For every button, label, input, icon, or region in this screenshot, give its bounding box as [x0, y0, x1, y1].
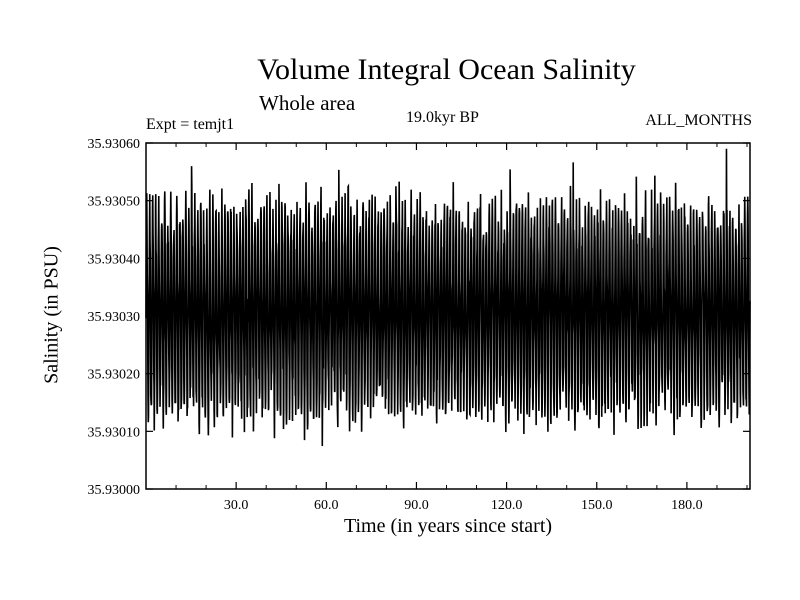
x-tick-label: 180.0: [671, 498, 703, 513]
x-axis-label: Time (in years since start): [343, 515, 553, 537]
data-layer: [145, 148, 751, 447]
y-tick-label: 35.93030: [88, 310, 141, 325]
y-tick-label: 35.93050: [88, 195, 141, 210]
x-tick-label: 90.0: [404, 498, 429, 513]
chart-title: Volume Integral Ocean Salinity: [257, 53, 636, 86]
chart-subtitle: Whole area: [259, 91, 356, 115]
y-tick-label: 35.93010: [88, 425, 141, 440]
x-tick-label: 30.0: [224, 498, 249, 513]
period-label: 19.0kyr BP: [406, 109, 479, 126]
x-tick-label: 120.0: [491, 498, 523, 513]
y-tick-label: 35.93060: [88, 137, 141, 152]
x-tick-label: 150.0: [581, 498, 613, 513]
months-label: ALL_MONTHS: [645, 112, 752, 129]
experiment-label: Expt = temjt1: [146, 116, 235, 133]
salinity-series-line: [145, 148, 751, 447]
tick-layer: 35.93000 35.93010 35.93020 35.93030 35.93040…: [88, 137, 750, 513]
y-tick-label: 35.93040: [88, 252, 141, 267]
y-tick-label: 35.93020: [88, 368, 141, 383]
x-tick-label: 60.0: [314, 498, 339, 513]
y-tick-label: 35.93000: [88, 483, 141, 498]
